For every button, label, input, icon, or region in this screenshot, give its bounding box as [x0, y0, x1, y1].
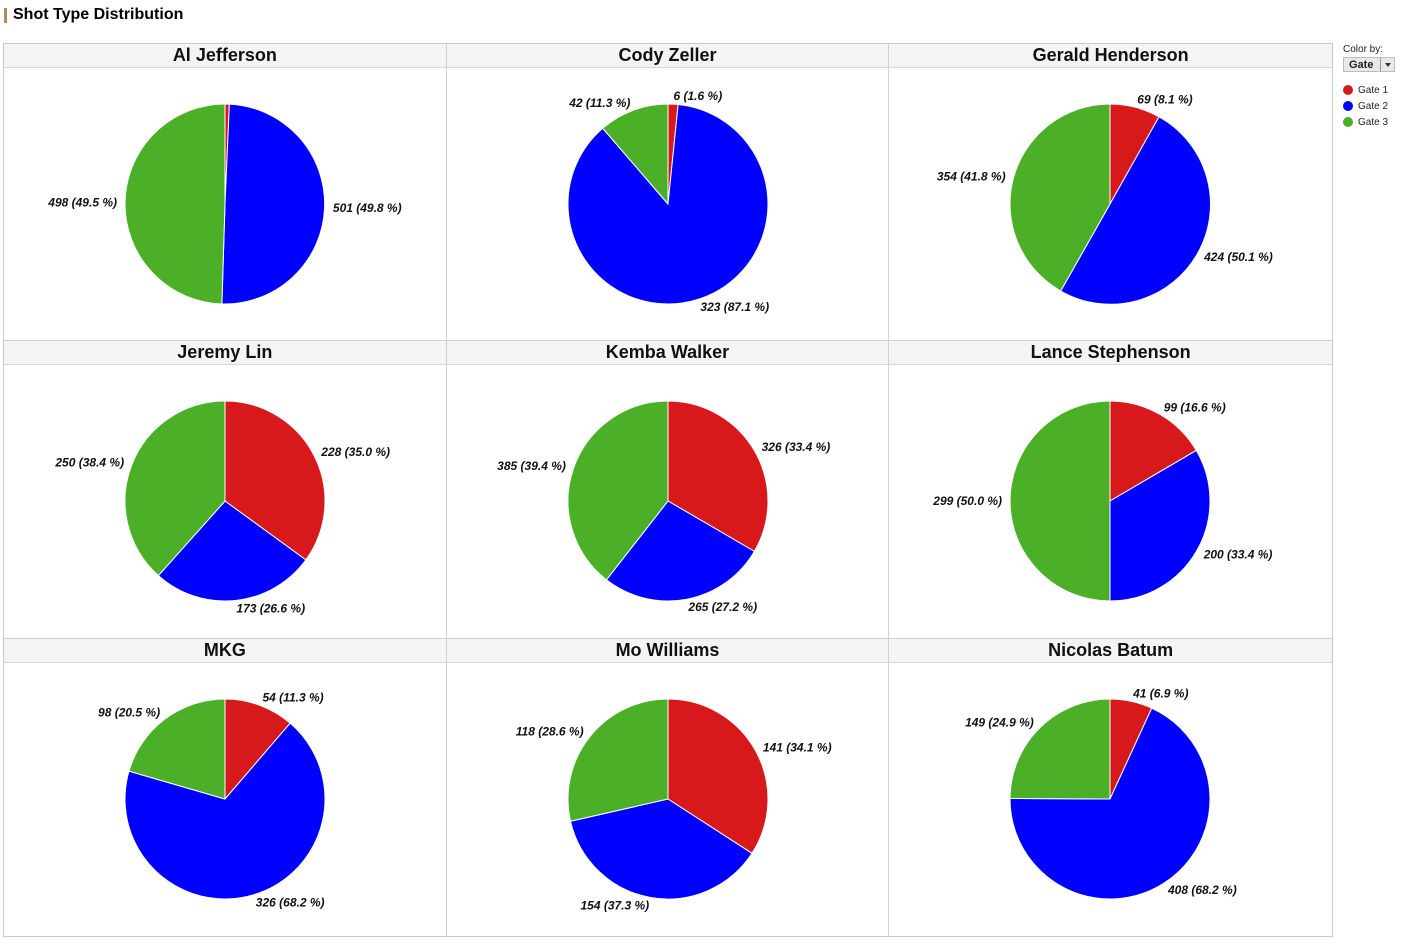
pie-chart-title: Gerald Henderson [889, 44, 1332, 68]
pie-chart-title: Mo Williams [446, 638, 889, 663]
legend-item[interactable]: Gate 3 [1343, 114, 1407, 130]
pie-chart: 99 (16.6 %) 200 (33.4 %) 299 (50.0 %) [933, 400, 1273, 602]
color-by-label: Color by: [1343, 44, 1384, 55]
color-by-value: Gate [1349, 58, 1374, 71]
pie-slice-label: 54 (11.3 %) [263, 690, 324, 704]
pie-slice-gate-2[interactable] [1109, 450, 1211, 602]
pie-slice-gate-3[interactable] [124, 103, 226, 305]
pie-slice-label: 228 (35.0 %) [320, 445, 390, 459]
pie-slice-label: 501 (49.8 %) [333, 201, 402, 215]
pie-slice-gate-2[interactable] [157, 500, 307, 602]
pie-slice-label: 173 (26.6 %) [236, 602, 305, 616]
pie-chart-panel: Cody Zeller 6 (1.6 %) 323 (87.1 %) 42 (11.3… [446, 44, 890, 342]
pie-slice-gate-2[interactable] [605, 500, 755, 602]
pie-slice-label: 354 (41.8 %) [937, 170, 1006, 184]
pie-slice-label: 141 (34.1 %) [763, 740, 832, 754]
pie-slice-label: 41 (6.9 %) [1132, 686, 1188, 700]
pie-slice-gate-3[interactable] [128, 698, 226, 800]
pie-slice-label: 326 (33.4 %) [761, 441, 830, 455]
pie-slice-gate-3[interactable] [567, 400, 669, 581]
pie-chart-panel: Al Jefferson 501 (49.8 %) 498 (49.5 %) [4, 44, 447, 342]
pie-slice-gate-1[interactable] [667, 400, 769, 553]
pie-chart-title: Al Jefferson [4, 44, 446, 68]
pie-chart: 41 (6.9 %) 408 (68.2 %) 149 (24.9 %) [965, 686, 1237, 900]
pie-slice-label: 200 (33.4 %) [1203, 548, 1273, 562]
legend-label: Gate 2 [1358, 100, 1389, 112]
legend-label: Gate 1 [1358, 84, 1389, 96]
color-by-select[interactable]: Gate [1343, 57, 1395, 72]
legend: Color by: Gate Gate 1 Gate 2 Gate 3 [1343, 44, 1407, 130]
pie-chart: 141 (34.1 %) 154 (37.3 %) 118 (28.6 %) [515, 698, 832, 912]
pie-chart-panel: Kemba Walker 326 (33.4 %) 265 (27.2 %) 385 … [446, 341, 890, 639]
pie-chart: 326 (33.4 %) 265 (27.2 %) 385 (39.4 %) [497, 400, 830, 614]
pie-slice-label: 69 (8.1 %) [1138, 93, 1193, 107]
pie-chart-grid: Al Jefferson 501 (49.8 %) 498 (49.5 %) Cody… [3, 43, 1333, 937]
pie-slice-label: 6 (1.6 %) [673, 89, 722, 103]
pie-chart: 6 (1.6 %) 323 (87.1 %) 42 (11.3 %) [567, 89, 769, 314]
pie-chart: 228 (35.0 %) 173 (26.6 %) 250 (38.4 %) [54, 400, 390, 616]
pie-chart: 501 (49.8 %) 498 (49.5 %) [47, 103, 402, 305]
legend-swatch [1343, 101, 1353, 111]
pie-chart-panel: Gerald Henderson 69 (8.1 %) 424 (50.1 %) 35… [889, 44, 1332, 342]
pie-slice-label: 323 (87.1 %) [700, 300, 769, 314]
pie-slice-gate-2[interactable] [1060, 116, 1212, 305]
pie-chart-panel: Mo Williams 141 (34.1 %) 154 (37.3 %) 118 (… [446, 638, 890, 936]
pie-slice-label: 408 (68.2 %) [1167, 883, 1237, 897]
pie-slice-label: 99 (16.6 %) [1164, 401, 1226, 415]
pie-slice-label: 118 (28.6 %) [515, 724, 583, 738]
pie-slice-gate-1[interactable] [1109, 400, 1198, 503]
pie-chart-title: MKG [4, 638, 446, 663]
legend-item[interactable]: Gate 1 [1343, 82, 1407, 98]
pie-slice-label: 424 (50.1 %) [1203, 250, 1273, 264]
pie-slice-label: 299 (50.0 %) [933, 494, 1003, 508]
pie-slice-gate-3[interactable] [1009, 698, 1111, 800]
legend-label: Gate 3 [1358, 116, 1389, 128]
legend-item[interactable]: Gate 2 [1343, 98, 1407, 114]
pie-slice-gate-2[interactable] [124, 722, 326, 900]
pie-chart-panel: Nicolas Batum 41 (6.9 %) 408 (68.2 %) 149 (… [889, 638, 1332, 936]
pie-slice-gate-3[interactable] [1009, 103, 1111, 292]
pie-slice-gate-3[interactable] [567, 698, 669, 822]
page-title-text: Shot Type Distribution [13, 6, 184, 23]
pie-slice-label: 98 (20.5 %) [98, 705, 160, 719]
pie-slice-label: 154 (37.3 %) [580, 898, 649, 912]
pie-slice-gate-3[interactable] [601, 103, 669, 206]
pie-chart-panel: Jeremy Lin 228 (35.0 %) 173 (26.6 %) 250 (3… [4, 341, 447, 639]
pie-chart: 54 (11.3 %) 326 (68.2 %) 98 (20.5 %) [98, 690, 326, 909]
pie-chart-title: Kemba Walker [446, 341, 889, 366]
pie-slice-gate-3[interactable] [1009, 400, 1111, 602]
pie-chart: 69 (8.1 %) 424 (50.1 %) 354 (41.8 %) [937, 93, 1273, 305]
pie-slice-label: 265 (27.2 %) [687, 600, 757, 614]
legend-swatch [1343, 85, 1353, 95]
pie-slice-gate-1[interactable] [224, 400, 326, 561]
pie-chart-title: Jeremy Lin [4, 341, 446, 366]
title-marker [4, 7, 7, 23]
pie-slice-label: 385 (39.4 %) [497, 459, 566, 473]
pie-slice-gate-1[interactable] [224, 698, 291, 801]
pie-slice-gate-2[interactable] [1009, 707, 1211, 900]
pie-slice-label: 42 (11.3 %) [568, 96, 630, 110]
legend-list: Gate 1 Gate 2 Gate 3 [1343, 82, 1407, 130]
legend-swatch [1343, 117, 1353, 127]
page-title: Shot Type Distribution [4, 5, 183, 25]
pie-chart-title: Cody Zeller [446, 44, 889, 68]
pie-chart-title: Lance Stephenson [889, 341, 1332, 366]
chevron-down-icon[interactable] [1380, 58, 1394, 71]
pie-slice-gate-2[interactable] [221, 103, 326, 305]
pie-slice-label: 326 (68.2 %) [256, 895, 325, 909]
pie-slice-gate-2[interactable] [569, 798, 753, 900]
pie-slice-label: 250 (38.4 %) [54, 456, 124, 470]
pie-chart-panel: MKG 54 (11.3 %) 326 (68.2 %) 98 (20.5 %) [4, 638, 447, 936]
pie-chart-panel: Lance Stephenson 99 (16.6 %) 200 (33.4 %) 2… [889, 341, 1332, 639]
pie-slice-gate-3[interactable] [124, 400, 226, 577]
pie-chart-title: Nicolas Batum [889, 638, 1332, 663]
pie-slice-label: 498 (49.5 %) [47, 195, 117, 209]
pie-slice-label: 149 (24.9 %) [965, 715, 1034, 729]
